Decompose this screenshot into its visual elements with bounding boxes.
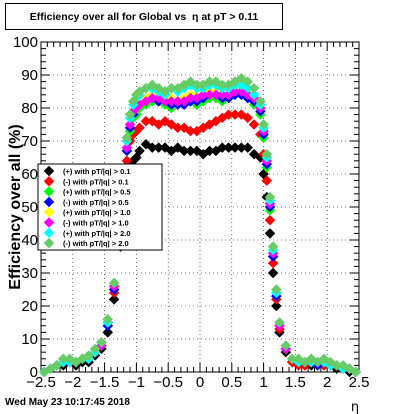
data-point [248, 82, 260, 94]
legend-label: (-) with pT/|q| > 0.1 [63, 177, 129, 186]
data-point [124, 109, 136, 120]
y-tick-label: 10 [21, 331, 38, 348]
y-axis-label: Efficiency over all (%) [7, 124, 24, 289]
x-tick-label: −0.5 [153, 374, 183, 391]
series-8 [38, 72, 362, 378]
data-point [264, 191, 276, 203]
x-tick-label: 0.5 [221, 374, 242, 391]
y-tick-label: 90 [21, 67, 38, 84]
x-tick-label: −2.5 [26, 374, 56, 391]
data-point [134, 145, 145, 157]
data-point [242, 142, 254, 153]
data-point [134, 122, 145, 134]
data-point [248, 119, 260, 130]
data-point [242, 112, 254, 124]
data-point [267, 267, 279, 279]
legend-label: (+) with pT/|q| > 0.1 [63, 167, 131, 176]
legend-label: (+) with pT/|q| > 2.0 [63, 229, 131, 238]
data-point [102, 327, 114, 338]
x-tick-label: −2 [64, 374, 81, 391]
x-tick-label: −1 [128, 374, 145, 391]
y-tick-label: 30 [21, 265, 38, 282]
x-tick-labels: −2.5 −2 −1.5 −1 −0.5 0 0.5 1 1.5 2 2.5 [26, 374, 369, 391]
x-tick-label: 2.5 [349, 374, 370, 391]
data-point [264, 214, 276, 226]
chart-title: Efficiency over all for Global vs η at p… [29, 10, 259, 23]
legend-label: (+) with pT/|q| > 1.0 [63, 208, 131, 217]
legend-label: (+) with pT/|q| > 0.5 [63, 188, 131, 197]
legend: (+) with pT/|q| > 0.1(-) with pT/|q| > 0… [37, 163, 163, 251]
data-point [248, 89, 260, 101]
title-box: Efficiency over all for Global vs η at p… [5, 3, 283, 30]
y-tick-label: 80 [21, 100, 38, 117]
x-axis-label: η [351, 400, 359, 414]
data-point [267, 257, 279, 269]
legend-label: (-) with pT/|q| > 2.0 [63, 239, 129, 248]
y-tick-label: 20 [21, 298, 38, 315]
x-tick-label: 1.5 [285, 374, 306, 391]
x-tick-label: 0 [196, 374, 204, 391]
data-point [102, 313, 114, 325]
footer-date: Wed May 23 10:17:45 2018 [5, 397, 130, 408]
data-point [350, 366, 362, 378]
data-point [89, 343, 101, 355]
y-tick-labels: 0 10 20 30 40 50 60 70 80 90 100 [13, 34, 38, 381]
y-tick-label: 0 [30, 364, 38, 381]
y-tick-label: 50 [21, 199, 38, 216]
y-tick-label: 70 [21, 133, 38, 150]
x-tick-label: 1 [259, 374, 267, 391]
x-tick-label: −1.5 [90, 374, 120, 391]
data-point [124, 119, 136, 130]
legend-label: (-) with pT/|q| > 0.5 [63, 198, 129, 207]
data-point [108, 294, 120, 305]
legend-marker [43, 237, 55, 249]
data-point [121, 132, 133, 144]
data-point [258, 119, 269, 130]
data-point [96, 336, 107, 348]
data-point [267, 241, 279, 252]
y-tick-label: 100 [13, 34, 38, 51]
data-point [270, 300, 282, 312]
y-tick-label: 60 [21, 166, 38, 183]
data-point [108, 277, 120, 289]
data-point [270, 284, 282, 295]
data-point [51, 360, 63, 371]
data-point [121, 142, 133, 153]
data-point [261, 148, 273, 160]
x-tick-label: 2 [323, 374, 331, 391]
data-point [242, 76, 254, 87]
data-point [274, 317, 285, 328]
y-tick-label: 40 [21, 232, 38, 249]
data-point [83, 350, 95, 361]
data-point [255, 96, 266, 107]
data-point [261, 175, 273, 186]
data-point [264, 228, 276, 239]
legend-box [37, 163, 163, 251]
legend-label: (-) with pT/|q| > 1.0 [63, 219, 129, 228]
data-point [280, 340, 292, 351]
legend-entry: (-) with pT/|q| > 2.0 [43, 237, 129, 249]
